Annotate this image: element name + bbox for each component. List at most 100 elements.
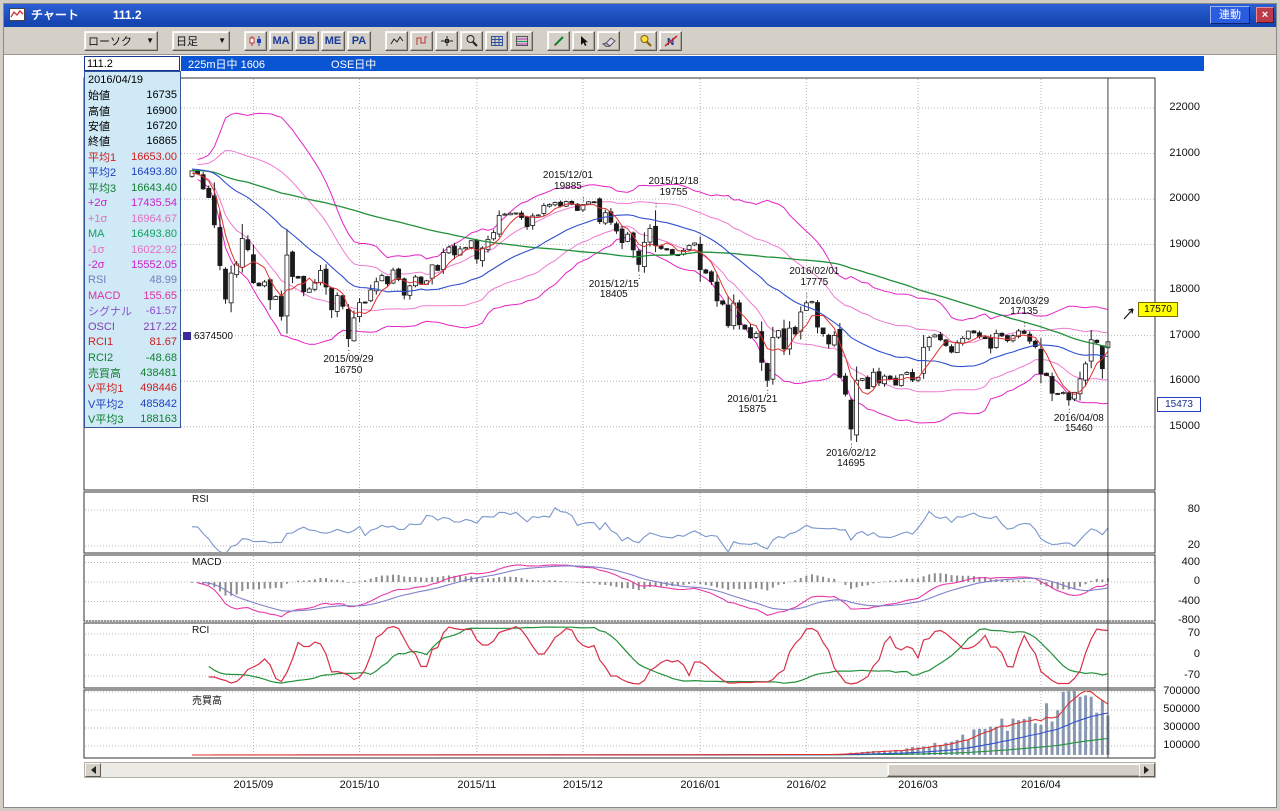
x-axis-label: 2015/09 — [233, 779, 274, 791]
close-button[interactable]: × — [1256, 6, 1274, 23]
bollinger-plus2 — [197, 112, 1109, 321]
cursor-button[interactable] — [572, 30, 595, 51]
quote-info-panel: 2016/04/19 始値 16735 高値 16900 安値 16720 終値 16865 平… — [84, 71, 181, 428]
x-axis-label: 2016/03 — [898, 779, 938, 791]
price-axis-label: 19000 — [1169, 237, 1200, 250]
panel-label-4: 売買高 — [190, 692, 224, 707]
candlestick-style-button[interactable] — [244, 30, 267, 51]
indicator-axis-label: 20 — [1187, 539, 1200, 551]
timeframe-label: 日足 — [176, 35, 198, 48]
info-row: -2σ 15552.05 — [88, 258, 177, 271]
band-chart-button[interactable] — [510, 30, 533, 51]
drawn-arrow-marker — [1123, 308, 1134, 320]
eraser-icon — [601, 36, 616, 47]
line-chart-icon — [390, 35, 403, 44]
kagi-chart-icon — [416, 36, 427, 45]
panel-macd[interactable] — [83, 554, 1156, 622]
left-volume-marker: 6374500 — [183, 331, 233, 342]
alert-price-tag: 15473 — [1157, 397, 1201, 413]
cursor-icon — [580, 35, 588, 46]
price-tag[interactable]: 17570 — [1138, 301, 1178, 317]
bb-button[interactable]: BB — [295, 30, 319, 51]
grid-button[interactable] — [485, 30, 508, 51]
x-axis-label: 2016/02 — [786, 779, 827, 791]
crosshair-icon — [440, 35, 453, 46]
eraser-button[interactable] — [597, 30, 620, 51]
info-row: シグナル -61.57 — [88, 305, 177, 319]
zoom-search-button[interactable] — [634, 30, 657, 51]
rci-long-line — [208, 626, 1109, 684]
window-title: チャート — [31, 8, 79, 22]
price-axis-label: 20000 — [1169, 192, 1200, 205]
info-row: 高値 16900 — [88, 104, 177, 118]
ma-button[interactable]: MA — [269, 30, 293, 51]
x-axis-label: 2015/10 — [339, 779, 380, 791]
line-chart-button[interactable] — [385, 30, 408, 51]
me-button[interactable]: ME — [321, 30, 345, 51]
info-row: 平均1 16653.00 — [88, 150, 177, 164]
link-button[interactable]: 連動 — [1210, 5, 1250, 24]
annotation-off-button[interactable]: N — [659, 30, 682, 51]
panel-vol[interactable] — [83, 689, 1156, 759]
info-row: V平均1 498446 — [88, 382, 177, 396]
pencil-button[interactable] — [547, 30, 570, 51]
scroll-right-button[interactable] — [1139, 763, 1155, 777]
chart-annotation: 2016/03/29 17135 — [999, 295, 1050, 318]
candlesticks — [189, 170, 1111, 442]
info-row: -1σ 16022.92 — [88, 243, 177, 256]
chart-annotation: 2015/12/18 19755 — [648, 176, 699, 198]
chart-type-label: ローソク — [88, 35, 132, 48]
annotation-connectors — [348, 195, 1070, 450]
crosshair-button[interactable] — [435, 30, 458, 51]
rci-short-line — [208, 625, 1108, 685]
horizontal-scrollbar[interactable] — [84, 762, 1156, 778]
x-axis-label: 2015/11 — [457, 779, 497, 791]
pa-button[interactable]: PA — [347, 30, 371, 51]
chart-annotation: 2016/02/12 14695 — [825, 447, 877, 470]
zoom-button[interactable] — [460, 30, 483, 51]
rsi-line — [191, 507, 1109, 552]
scroll-left-button[interactable] — [85, 763, 101, 777]
info-row: 始値 16735 — [88, 89, 177, 103]
info-rows: 始値 16735 高値 16900 安値 16720 終値 16865 平均1 16653.00 平… — [85, 87, 180, 427]
info-row: RCI2 -48.68 — [88, 351, 177, 364]
chart-annotation: 2016/01/21 15875 — [727, 393, 778, 416]
indicator-axis-label: 0 — [1193, 648, 1200, 660]
chart-annotation: 2016/04/08 15460 — [1053, 412, 1104, 435]
info-row: RCI1 81.67 — [88, 336, 177, 349]
window-title-value: 111.2 — [112, 7, 142, 22]
price-axis-label: 15000 — [1169, 419, 1200, 432]
panel-rsi[interactable] — [83, 491, 1156, 554]
info-row: RSI 48.99 — [88, 274, 177, 287]
scrollbar-thumb[interactable] — [887, 763, 1141, 777]
panel-label-2: MACD — [190, 557, 224, 568]
gridlines — [85, 79, 1154, 757]
panel-label-3: RCI — [190, 625, 212, 636]
info-row: MACD 155.65 — [88, 289, 177, 302]
chart-annotation: 2015/12/15 18405 — [588, 278, 639, 301]
info-row: 終値 16865 — [88, 135, 177, 149]
info-date: 2016/04/19 — [88, 73, 144, 86]
panel-rci[interactable] — [83, 622, 1156, 689]
symbol-code-input[interactable] — [84, 56, 180, 71]
chart-type-dropdown[interactable]: ローソク ▼ — [84, 30, 158, 51]
marker-text: 6374500 — [194, 330, 233, 342]
info-row: +1σ 16964.67 — [88, 212, 177, 225]
macd-signal-line — [203, 565, 1108, 612]
bollinger-minus2 — [197, 179, 1108, 424]
volume-bars — [760, 691, 1110, 755]
indicator-axis-label: 400 — [1181, 555, 1200, 568]
indicator-axis-label: -400 — [1177, 594, 1200, 607]
price-axis-label: 18000 — [1169, 283, 1200, 296]
left-arrow-icon — [87, 766, 96, 774]
info-row: V平均3 188163 — [88, 413, 177, 427]
info-row: OSCI 217.22 — [88, 320, 177, 333]
price-axis-label: 22000 — [1169, 101, 1200, 114]
price-axis-label: 17000 — [1169, 328, 1200, 341]
info-row: 売買高 438481 — [88, 367, 177, 381]
timeframe-dropdown[interactable]: 日足 ▼ — [172, 30, 230, 51]
kagi-chart-button[interactable] — [410, 30, 433, 51]
